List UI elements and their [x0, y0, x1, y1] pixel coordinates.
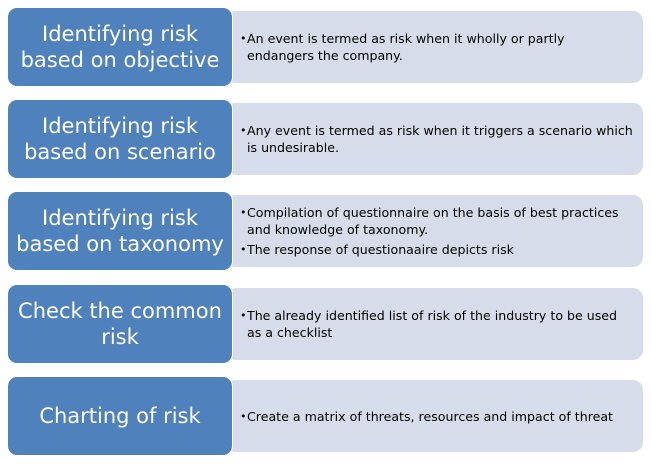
- step-label-box: Identifying risk based on taxonomy: [7, 191, 233, 271]
- row-scenario: • Any event is termed as risk when it tr…: [0, 99, 651, 179]
- step-label: Identifying risk based on objective: [20, 22, 220, 72]
- bullet-item: • The already identified list of risk of…: [240, 307, 633, 341]
- row-objective: • An event is termed as risk when it who…: [0, 7, 651, 87]
- bullet-item: • An event is termed as risk when it who…: [240, 30, 633, 64]
- detail-panel: • The already identified list of risk of…: [226, 288, 643, 360]
- bullet-text: Create a matrix of threats, resources an…: [247, 408, 613, 424]
- detail-panel: • Compilation of questionnaire on the ba…: [226, 195, 643, 267]
- bullet-text: The response of questionaaire depicts ri…: [247, 242, 514, 257]
- step-label-box: Check the common risk: [7, 284, 233, 364]
- detail-panel: • Create a matrix of threats, resources …: [226, 380, 643, 452]
- row-taxonomy: • Compilation of questionnaire on the ba…: [0, 191, 651, 271]
- step-label: Identifying risk based on taxonomy: [16, 206, 224, 256]
- detail-panel: • Any event is termed as risk when it tr…: [226, 103, 643, 175]
- bullet-text: Any event is termed as risk when it trig…: [247, 123, 633, 155]
- step-label-box: Charting of risk: [7, 376, 233, 456]
- bullet-icon: •: [240, 409, 247, 423]
- detail-panel: • An event is termed as risk when it who…: [226, 11, 643, 83]
- bullet-item: • Any event is termed as risk when it tr…: [240, 122, 633, 156]
- bullet-item: • Create a matrix of threats, resources …: [240, 408, 633, 425]
- step-label-box: Identifying risk based on scenario: [7, 99, 233, 179]
- step-label: Identifying risk based on scenario: [24, 114, 216, 164]
- bullet-text: An event is termed as risk when it wholl…: [247, 31, 565, 63]
- step-label: Check the common risk: [18, 299, 222, 349]
- bullet-icon: •: [240, 32, 247, 45]
- row-charting: • Create a matrix of threats, resources …: [0, 376, 651, 456]
- row-common-risk: • The already identified list of risk of…: [0, 284, 651, 364]
- bullet-text: The already identified list of risk of t…: [247, 308, 618, 340]
- bullet-item: • The response of questionaaire depicts …: [240, 241, 633, 258]
- bullet-icon: •: [240, 243, 247, 256]
- bullet-item: • Compilation of questionnaire on the ba…: [240, 204, 633, 238]
- bullet-icon: •: [240, 124, 247, 137]
- bullet-icon: •: [240, 206, 247, 219]
- bullet-text: Compilation of questionnaire on the basi…: [247, 205, 619, 237]
- step-label: Charting of risk: [39, 404, 201, 428]
- step-label-box: Identifying risk based on objective: [7, 7, 233, 87]
- bullet-icon: •: [240, 309, 247, 322]
